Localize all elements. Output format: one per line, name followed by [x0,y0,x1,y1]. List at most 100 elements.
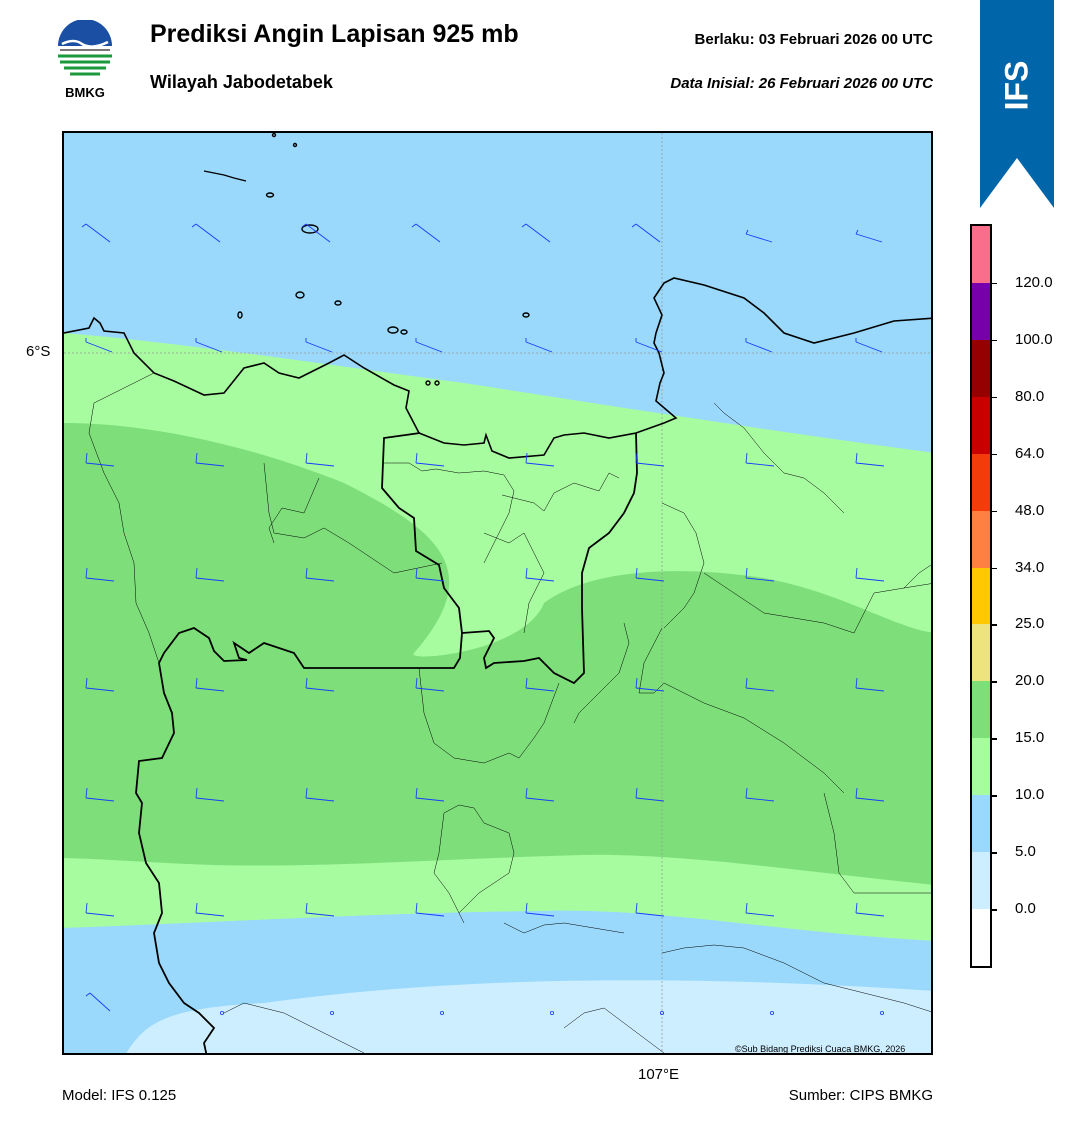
wind-barb [85,992,224,1016]
thousand-islands [203,133,530,386]
colorbar-tick [990,396,997,399]
wind-barb [855,902,885,917]
colorbar [970,224,992,968]
wind-barb [770,1011,775,1016]
wind-barb [745,902,775,917]
wind-barb [745,452,775,467]
wind-barb [631,223,661,243]
wind-barb [521,223,551,243]
colorbar-tick-label: 48.0 [1015,501,1045,519]
colorbar-tick-label: 15.0 [1015,729,1045,747]
wind-barb [635,902,665,917]
colorbar-tick-label: 34.0 [1015,558,1045,576]
wind-barb [635,677,665,692]
wind-barb [439,1011,444,1016]
wind-barb [415,567,445,582]
wind-barb [525,677,555,692]
wind-barb [635,567,665,582]
wind-barb [415,677,445,692]
wind-barb [745,229,773,243]
colorbar-tick-label: 64.0 [1015,444,1045,462]
wind-barb [855,677,885,692]
colorbar-tick-label: 5.0 [1015,843,1036,861]
colorbar-tick [990,795,997,797]
coastline [64,277,931,459]
colorbar-segment [972,738,990,796]
wind-barb [525,567,555,582]
wind-barb [880,1011,885,1016]
bmkg-logo-icon [52,19,118,102]
source-label: Sumber: CIPS BMKG [788,1087,933,1104]
province-boundary [135,432,463,1053]
province-boundary-east [461,432,638,685]
logo-text: BMKG [65,85,105,100]
colorbar-tick-label: 120.0 [1015,273,1053,291]
wind-map [62,131,933,1055]
regency-boundaries [88,372,931,1053]
colorbar-segment [972,339,990,397]
colorbar-segment [972,396,990,454]
colorbar-segment [972,510,990,568]
wind-barb [85,338,113,353]
wind-barb [525,787,555,802]
wind-barb [745,567,775,582]
wind-barb [525,338,553,353]
wind-barb [85,567,115,582]
colorbar-segment [972,681,990,739]
colorbar-tick [990,681,997,683]
wind-barb [415,452,445,467]
wind-barb [191,223,221,243]
colorbar-tick-label: 20.0 [1015,672,1045,690]
wind-barb [745,787,775,802]
colorbar-segment [972,795,990,853]
longitude-label: 107°E [638,1066,680,1083]
colorbar-tick-label: 0.0 [1015,900,1036,918]
wind-barb [195,902,225,917]
wind-barb [855,567,885,582]
wind-barb [195,677,225,692]
colorbar-tick [990,624,997,626]
wind-barb [525,902,555,917]
wind-barb [549,1011,554,1016]
page-title: Prediksi Angin Lapisan 925 mb [150,20,519,48]
wind-barb [85,677,115,692]
wind-barb [855,338,883,353]
wind-barb [195,567,225,582]
latitude-label: 6°S [26,343,51,360]
colorbar-tick-label: 10.0 [1015,786,1045,804]
wind-barb [855,229,883,243]
colorbar-segment [972,567,990,625]
wind-barb [195,338,223,353]
wind-barb [81,223,111,243]
colorbar-tick-label: 80.0 [1015,387,1045,405]
wind-barb [635,452,665,467]
colorbar-segment [972,909,990,966]
ifs-banner [980,0,1054,208]
wind-barb [411,223,441,243]
colorbar-segment [972,226,990,283]
colorbar-segment [972,852,990,910]
valid-time: Berlaku: 03 Februari 2026 00 UTC [694,31,933,48]
colorbar-tick [990,453,997,456]
wind-barb [635,338,663,353]
wind-barb [305,338,333,353]
wind-barb [301,223,331,243]
colorbar-tick-label: 25.0 [1015,615,1045,633]
wind-barb [415,338,443,353]
wind-barb [305,567,335,582]
wind-barb [745,338,773,353]
colorbar-tick [990,852,997,854]
wind-barb [855,452,885,467]
wind-barb [195,787,225,802]
wind-barb [635,787,665,802]
wind-barb [85,452,115,467]
wind-barb [305,787,335,802]
wind-barb [85,787,115,802]
wind-barb [85,902,115,917]
wind-barb [525,452,555,467]
colorbar-tick [990,909,997,911]
wind-barb [305,452,335,467]
wind-barb [660,1011,665,1016]
wind-barb [745,677,775,692]
colorbar-tick [990,510,997,513]
